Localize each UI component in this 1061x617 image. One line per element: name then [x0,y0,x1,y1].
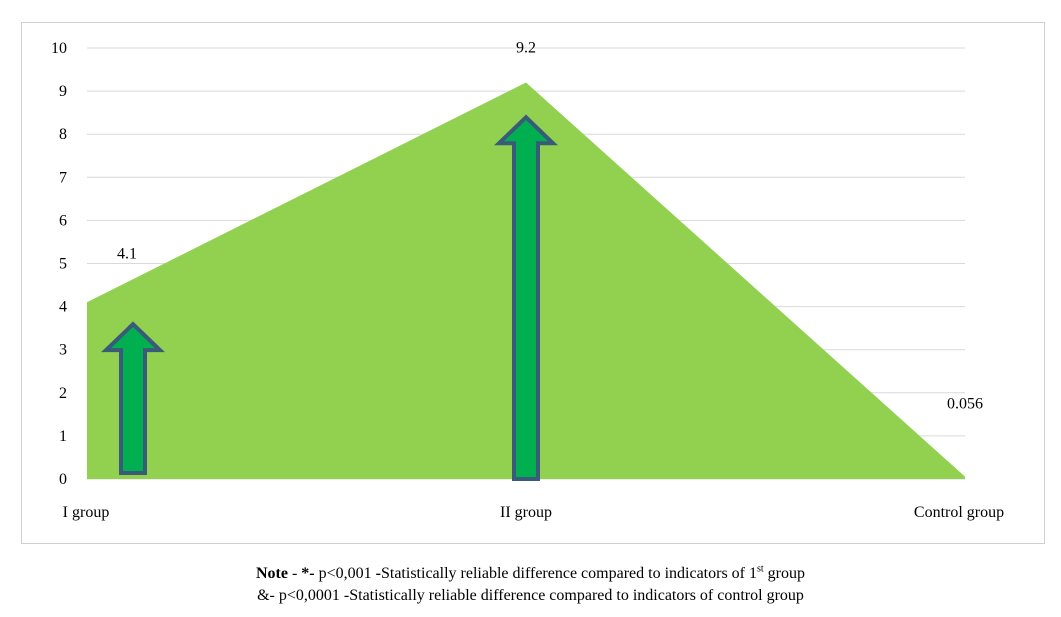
category-label-control-group: Control group [914,504,1004,521]
category-label-ii-group: II group [500,504,552,521]
area-chart: 0 1 2 3 4 5 6 7 8 9 10 4.1 9.2 0.056 I group II group Co… [51,39,1004,521]
y-tick-label-6: 6 [59,212,67,229]
note-superscript: st [757,563,764,575]
chart-note: Note - *- p<0,001 -Statistically reliabl… [0,563,1061,607]
note-symbol-star: *- [301,565,315,582]
category-label-i-group: I group [63,504,110,521]
note-pvalue-1: p<0,001 [314,565,376,582]
note-heading: Note [255,565,288,582]
y-tick-label-8: 8 [59,126,67,143]
note-separator: - [375,565,381,582]
y-tick-label-4: 4 [59,299,67,316]
y-tick-label-0: 0 [59,471,67,488]
note-line-2: &- p<0,0001 -Statistically reliable diff… [257,587,804,604]
note-line-1: Note - *- p<0,001 -Statistically reliabl… [0,563,1061,585]
data-label-2: 0.056 [947,396,983,413]
y-tick-label-3: 3 [59,342,67,359]
arrow-ii-group [494,114,558,481]
note-dash: - [287,565,302,582]
y-tick-label-7: 7 [59,169,67,186]
chart-frame: 0 1 2 3 4 5 6 7 8 9 10 4.1 9.2 0.056 I group II group Co… [21,22,1045,544]
data-label-1: 9.2 [516,39,536,56]
y-tick-label-9: 9 [59,83,67,100]
y-tick-label-2: 2 [59,385,67,402]
y-tick-label-10: 10 [51,40,67,57]
data-label-0: 4.1 [117,245,137,262]
note-text-1: Statistically reliable difference compar… [380,565,757,582]
note-text-1-end: group [763,565,805,582]
y-tick-label-1: 1 [59,428,67,445]
y-tick-label-5: 5 [59,256,67,273]
arrow-i-group [101,321,165,475]
